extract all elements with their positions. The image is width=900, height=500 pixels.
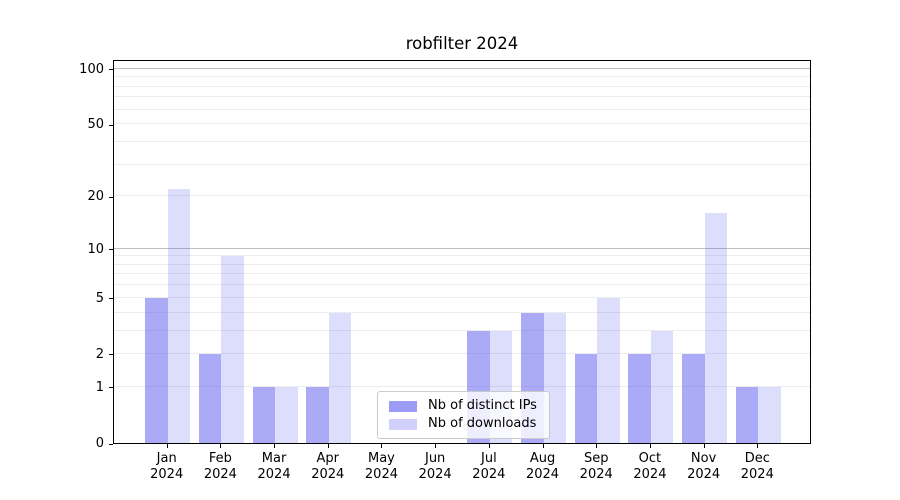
gridline-minor — [114, 96, 810, 98]
plot-area — [113, 60, 811, 444]
bar-downloads — [758, 386, 781, 443]
gridline-minor — [114, 163, 810, 165]
gridline-minor — [114, 85, 810, 87]
y-tick-label: 100 — [79, 61, 104, 77]
x-tick — [542, 444, 544, 448]
bar-downloads — [597, 297, 620, 443]
x-tick — [757, 444, 759, 448]
bar-downloads — [275, 386, 298, 443]
bar-distinct-ips — [574, 353, 598, 443]
gridline-minor — [114, 255, 810, 257]
y-tick — [109, 196, 113, 198]
gridline-minor — [114, 296, 810, 298]
gridline-major — [114, 247, 810, 249]
y-tick — [109, 124, 113, 126]
y-tick-label: 10 — [87, 241, 104, 257]
legend-swatch-distinct-ips — [389, 400, 417, 412]
x-tick — [488, 444, 490, 448]
y-tick — [109, 298, 113, 300]
gridline-minor — [114, 273, 810, 275]
x-tick — [435, 444, 437, 448]
x-tick-label: Apr 2024 — [311, 451, 345, 482]
gridline-minor — [114, 195, 810, 197]
x-tick-label: Nov 2024 — [687, 451, 721, 482]
bar-distinct-ips — [252, 386, 276, 443]
y-tick-label: 50 — [87, 117, 104, 133]
gridline-minor — [114, 311, 810, 313]
gridline-minor — [114, 76, 810, 78]
y-tick — [109, 443, 113, 445]
legend-swatch-downloads — [389, 418, 417, 430]
gridline-minor — [114, 140, 810, 142]
bar-downloads — [167, 188, 191, 443]
gridline-minor — [114, 352, 810, 354]
x-tick — [649, 444, 651, 448]
y-tick — [109, 249, 113, 251]
x-tick — [596, 444, 598, 448]
gridline-major — [114, 67, 810, 69]
x-tick-label: Mar 2024 — [257, 451, 291, 482]
x-tick-label: Dec 2024 — [740, 451, 774, 482]
y-tick-label: 1 — [95, 379, 104, 395]
y-tick-label: 2 — [95, 346, 104, 362]
gridline-minor — [114, 284, 810, 286]
x-tick — [703, 444, 705, 448]
bar-downloads — [704, 213, 728, 443]
y-tick-label: 5 — [95, 290, 104, 306]
x-tick — [381, 444, 383, 448]
x-tick-label: Jan 2024 — [150, 451, 184, 482]
gridline-minor — [114, 329, 810, 331]
bar-distinct-ips — [735, 386, 759, 443]
gridline-minor — [114, 385, 810, 387]
y-tick — [109, 387, 113, 389]
bar-downloads — [221, 256, 244, 443]
legend-label: Nb of distinct IPs — [428, 398, 537, 413]
legend-item-downloads: Nb of downloads — [389, 415, 537, 433]
x-tick — [274, 444, 276, 448]
bar-distinct-ips — [198, 353, 222, 443]
x-tick — [220, 444, 222, 448]
bar-distinct-ips — [682, 353, 705, 443]
bar-downloads — [328, 312, 352, 443]
bar-distinct-ips — [145, 297, 168, 443]
bar-downloads — [650, 330, 674, 443]
y-tick-label: 20 — [87, 189, 104, 205]
x-tick — [327, 444, 329, 448]
y-tick — [109, 69, 113, 71]
x-tick-label: Oct 2024 — [633, 451, 667, 482]
gridline-minor — [114, 108, 810, 110]
x-tick-label: Feb 2024 — [203, 451, 237, 482]
chart-title: robfilter 2024 — [405, 34, 519, 53]
gridline-minor — [114, 123, 810, 125]
bar-distinct-ips — [306, 386, 329, 443]
x-tick-label: Sep 2024 — [579, 451, 613, 482]
x-tick-label: Jul 2024 — [472, 451, 506, 482]
bar-distinct-ips — [628, 353, 651, 443]
x-tick-label: Aug 2024 — [525, 451, 560, 482]
x-tick-label: Jun 2024 — [418, 451, 452, 482]
y-tick — [109, 354, 113, 356]
legend: Nb of distinct IPs Nb of downloads — [377, 391, 550, 439]
x-tick — [166, 444, 168, 448]
gridline-minor — [114, 263, 810, 265]
legend-label: Nb of downloads — [428, 416, 537, 431]
legend-item-distinct-ips: Nb of distinct IPs — [389, 397, 537, 415]
x-tick-label: May 2024 — [364, 451, 398, 482]
y-tick-label: 0 — [95, 436, 104, 451]
